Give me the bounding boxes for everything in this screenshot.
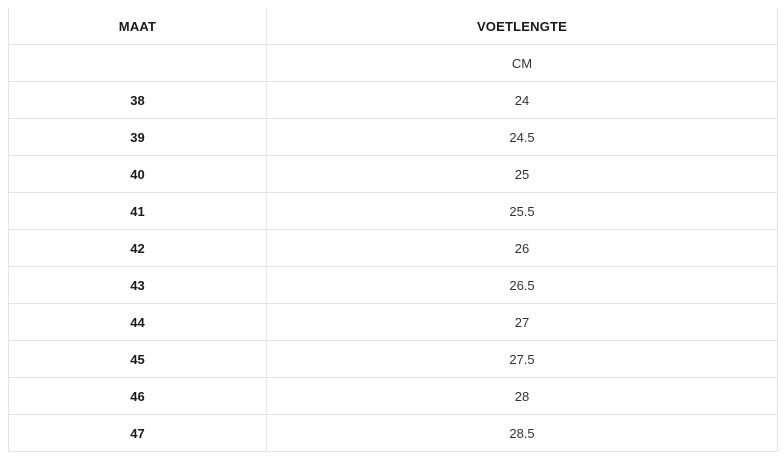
unit-label-cm: CM	[266, 44, 778, 82]
foot-length-cell: 28.5	[266, 414, 778, 452]
table-row: 47 28.5	[8, 414, 778, 452]
size-table: MAAT VOETLENGTE CM 38 24 39 24.5 40 25 4…	[8, 8, 778, 452]
foot-length-cell: 27.5	[266, 340, 778, 378]
table-row: 39 24.5	[8, 118, 778, 156]
table-row: 41 25.5	[8, 192, 778, 230]
foot-length-cell: 25.5	[266, 192, 778, 230]
foot-length-cell: 26.5	[266, 266, 778, 304]
table-row: 44 27	[8, 303, 778, 341]
table-row: 43 26.5	[8, 266, 778, 304]
foot-length-cell: 24.5	[266, 118, 778, 156]
table-row: 45 27.5	[8, 340, 778, 378]
unit-cell-empty	[8, 44, 267, 82]
size-cell: 46	[8, 377, 267, 415]
size-cell: 47	[8, 414, 267, 452]
header-row: MAAT VOETLENGTE	[8, 8, 778, 45]
size-cell: 39	[8, 118, 267, 156]
table-row: 40 25	[8, 155, 778, 193]
size-cell: 44	[8, 303, 267, 341]
foot-length-cell: 24	[266, 81, 778, 119]
table-row: 42 26	[8, 229, 778, 267]
size-cell: 42	[8, 229, 267, 267]
size-cell: 41	[8, 192, 267, 230]
size-cell: 40	[8, 155, 267, 193]
foot-length-cell: 26	[266, 229, 778, 267]
table-row: 38 24	[8, 81, 778, 119]
foot-length-cell: 28	[266, 377, 778, 415]
foot-length-cell: 27	[266, 303, 778, 341]
size-cell: 45	[8, 340, 267, 378]
column-header-voetlengte: VOETLENGTE	[266, 8, 778, 45]
size-cell: 38	[8, 81, 267, 119]
column-header-maat: MAAT	[8, 8, 267, 45]
size-cell: 43	[8, 266, 267, 304]
table-row: 46 28	[8, 377, 778, 415]
foot-length-cell: 25	[266, 155, 778, 193]
unit-row: CM	[8, 44, 778, 82]
